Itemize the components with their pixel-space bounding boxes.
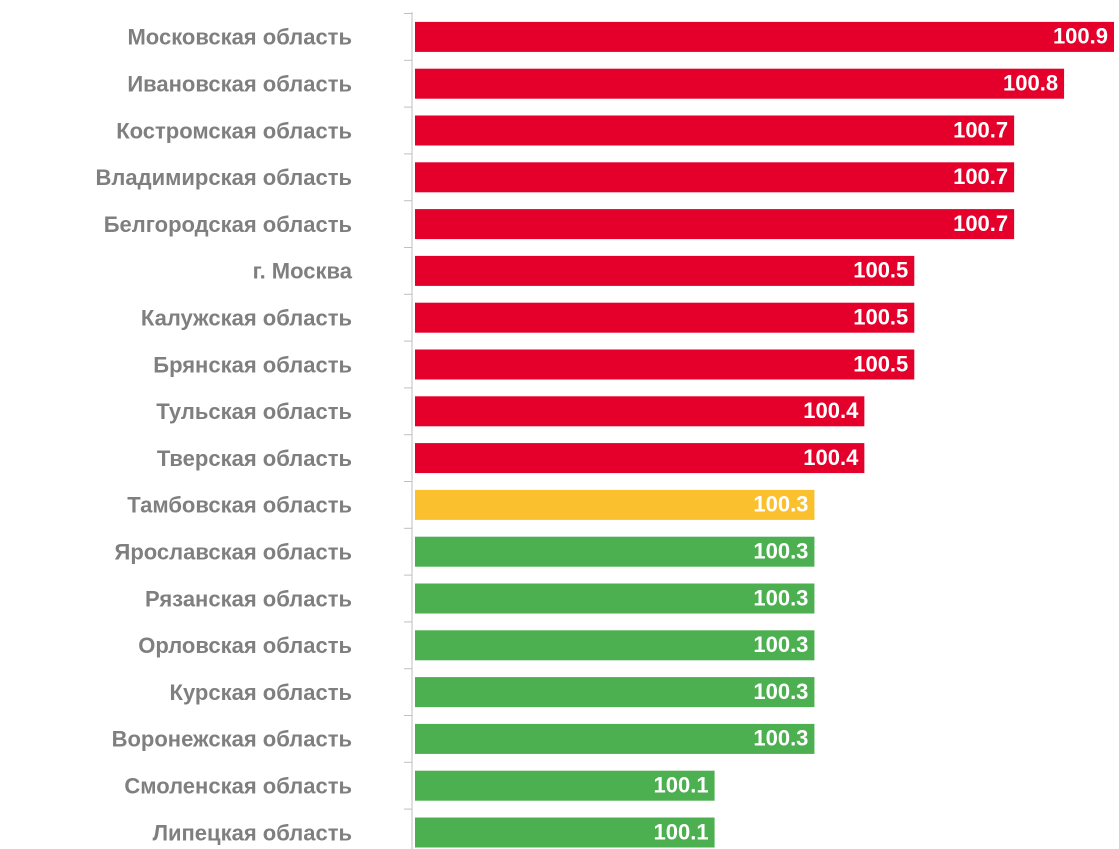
value-label: 100.3 (753, 632, 808, 657)
category-label: Тверская область (157, 446, 352, 471)
value-label: 100.5 (853, 351, 908, 376)
category-label: г. Москва (253, 259, 353, 284)
value-label: 100.3 (753, 492, 808, 517)
value-label: 100.7 (953, 211, 1008, 236)
bar (415, 677, 815, 708)
bar (415, 770, 715, 801)
category-label: Смоленская область (124, 774, 352, 799)
value-label: 100.3 (753, 539, 808, 564)
value-label: 100.4 (803, 445, 859, 470)
value-label: 100.5 (853, 258, 908, 283)
bar (415, 349, 915, 380)
value-label: 100.9 (1053, 24, 1108, 49)
category-label: Тульская область (156, 399, 352, 424)
value-label: 100.5 (853, 305, 908, 330)
category-label: Ярославская область (115, 540, 352, 565)
value-label: 100.7 (953, 164, 1008, 189)
value-label: 100.3 (753, 585, 808, 610)
value-label: 100.7 (953, 117, 1008, 142)
bar (415, 302, 915, 333)
value-label: 100.3 (753, 679, 808, 704)
value-label: 100.1 (654, 773, 709, 798)
bar (415, 255, 915, 286)
bar (415, 536, 815, 567)
bar (415, 443, 865, 474)
value-label: 100.1 (654, 819, 709, 844)
bar (415, 583, 815, 614)
category-label: Курская область (170, 680, 352, 705)
category-label: Липецкая область (153, 820, 352, 845)
bar (415, 396, 865, 427)
bar (415, 209, 1015, 240)
bar (415, 723, 815, 754)
value-label: 100.4 (803, 398, 859, 423)
category-label: Костромская область (116, 118, 352, 143)
bar (415, 630, 815, 661)
category-label: Орловская область (138, 633, 352, 658)
bar (415, 115, 1015, 146)
value-label: 100.8 (1003, 71, 1058, 96)
category-label: Тамбовская область (127, 493, 352, 518)
category-label: Владимирская область (96, 165, 352, 190)
bar (415, 21, 1114, 52)
category-label: Ивановская область (127, 72, 352, 97)
bar (415, 489, 815, 520)
category-label: Калужская область (141, 306, 352, 331)
value-label: 100.3 (753, 726, 808, 751)
category-label: Московская область (127, 25, 352, 50)
bar (415, 162, 1015, 193)
category-label: Рязанская область (145, 586, 352, 611)
category-label: Белгородская область (104, 212, 352, 237)
bar (415, 68, 1065, 99)
bar (415, 817, 715, 848)
category-label: Воронежская область (112, 727, 352, 752)
category-label: Брянская область (153, 352, 352, 377)
